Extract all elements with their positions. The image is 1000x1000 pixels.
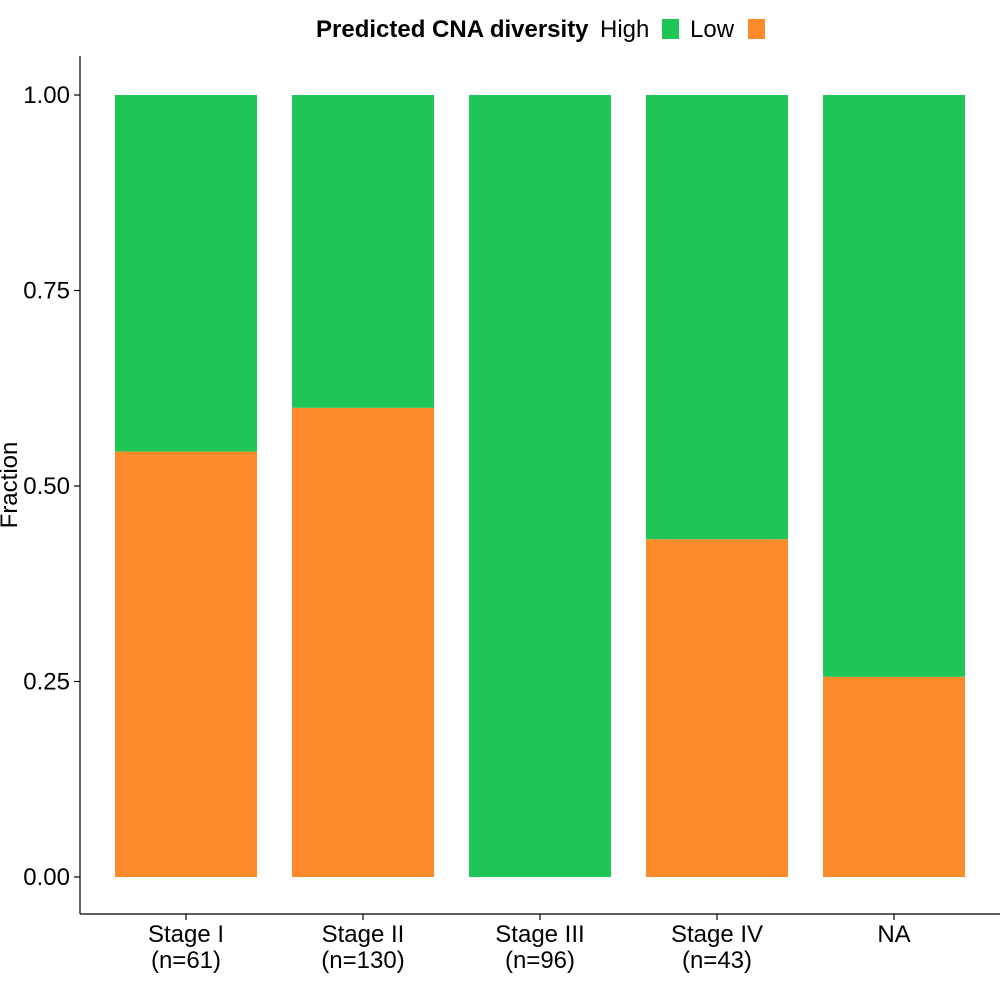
- bar-stage-i-high: [115, 95, 257, 452]
- x-tick-label: NA: [877, 921, 910, 948]
- x-tick-label: Stage I: [148, 921, 224, 948]
- legend: Predicted CNA diversity High Low: [316, 16, 765, 43]
- bars: [115, 95, 965, 877]
- x-tick-sublabel: (n=43): [682, 947, 752, 974]
- bar-stage-iv-low: [646, 539, 788, 877]
- legend-title: Predicted CNA diversity: [316, 16, 589, 43]
- bar-stage-ii-high: [292, 95, 434, 408]
- x-axis: Stage I(n=61)Stage II(n=130)Stage III(n=…: [80, 913, 1000, 974]
- bar-stage-i-low: [115, 451, 257, 877]
- bar-stage-ii-low: [292, 407, 434, 877]
- legend-swatch-low: [748, 19, 765, 39]
- legend-label-low: Low: [690, 16, 735, 43]
- x-tick-sublabel: (n=61): [151, 947, 221, 974]
- legend-swatch-high: [662, 19, 679, 39]
- x-tick-label: Stage III: [495, 921, 584, 948]
- x-tick-sublabel: (n=96): [505, 947, 575, 974]
- x-tick-sublabel: (n=130): [321, 947, 404, 974]
- y-tick-label: 0.25: [23, 669, 70, 696]
- y-tick-label: 0.50: [23, 473, 70, 500]
- legend-label-high: High: [600, 16, 649, 43]
- y-axis-label: Fraction: [0, 442, 23, 529]
- y-tick-label: 0.00: [23, 864, 70, 891]
- bar-stage-iii-high: [469, 95, 611, 877]
- x-tick-label: Stage II: [322, 921, 405, 948]
- bar-stage-iv-high: [646, 95, 788, 540]
- bar-na-high: [823, 95, 965, 677]
- bar-na-low: [823, 676, 965, 877]
- y-axis: 0.00 0.25 0.50 0.75 1.00: [23, 56, 81, 914]
- y-tick-label: 1.00: [23, 82, 70, 109]
- x-tick-label: Stage IV: [671, 921, 763, 948]
- y-tick-label: 0.75: [23, 278, 70, 305]
